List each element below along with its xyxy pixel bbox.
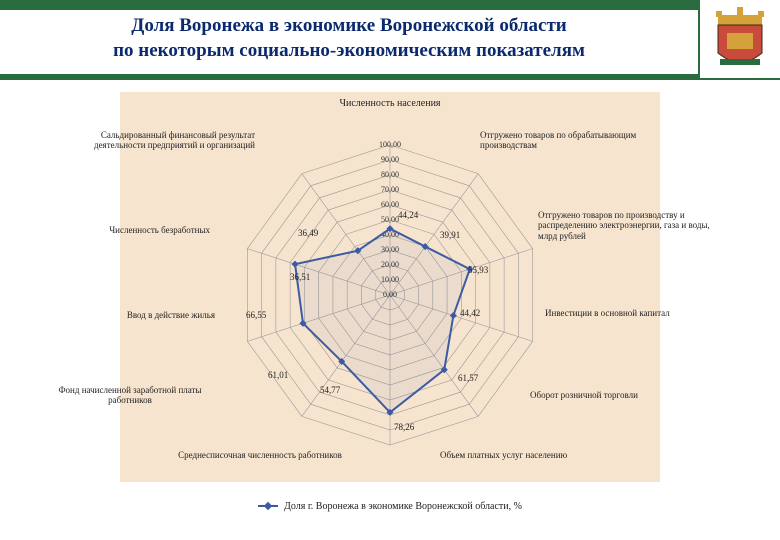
value-label: 61,57 (458, 373, 498, 383)
legend: Доля г. Воронежа в экономике Воронежской… (0, 501, 780, 513)
header-title-box: Доля Воронежа в экономике Воронежской об… (0, 0, 698, 78)
header-green-strip-top (0, 0, 698, 10)
value-label: 36,49 (298, 228, 338, 238)
value-label: 55,93 (468, 265, 508, 275)
axis-label: Оборот розничной торговли (530, 390, 700, 400)
svg-text:70,00: 70,00 (381, 185, 399, 194)
svg-text:100,00: 100,00 (379, 140, 401, 149)
chart-area: 0,0010,0020,0030,0040,0050,0060,0070,008… (0, 80, 780, 520)
value-label: 44,42 (460, 308, 500, 318)
axis-label: Отгружено товаров по обрабатывающим прои… (480, 130, 650, 151)
svg-text:60,00: 60,00 (381, 200, 399, 209)
value-label: 54,77 (320, 385, 360, 395)
axis-label: Сальдированный финансовый результат деят… (55, 130, 255, 151)
header: Доля Воронежа в экономике Воронежской об… (0, 0, 780, 80)
axis-label: Фонд начисленной заработной платы работн… (40, 385, 220, 406)
legend-marker (258, 501, 278, 511)
axis-label: Инвестиции в основной капитал (545, 308, 715, 318)
legend-text: Доля г. Воронежа в экономике Воронежской… (284, 501, 522, 513)
value-label: 61,01 (268, 370, 308, 380)
axis-label: Объем платных услуг населению (440, 450, 640, 460)
axis-label: Ввод в действие жилья (85, 310, 215, 320)
value-label: 36,51 (290, 272, 330, 282)
value-label: 39,91 (440, 230, 480, 240)
title-line-2: по некоторым социально-экономическим пок… (12, 39, 686, 64)
axis-label: Численность безработных (70, 225, 210, 235)
value-label: 44,24 (398, 210, 438, 220)
city-crest-icon (712, 7, 768, 71)
crest-box (698, 0, 780, 78)
axis-label: Среднесписочная численность работников (170, 450, 350, 460)
value-label: 66,55 (246, 310, 286, 320)
axis-label: Отгружено товаров по производству и расп… (538, 210, 728, 241)
svg-text:90,00: 90,00 (381, 155, 399, 164)
value-label: 78,26 (394, 422, 434, 432)
title-line-1: Доля Воронежа в экономике Воронежской об… (12, 14, 686, 39)
svg-text:80,00: 80,00 (381, 170, 399, 179)
svg-text:50,00: 50,00 (381, 215, 399, 224)
header-green-strip-bottom (0, 74, 698, 78)
axis-label: Численность населения (310, 98, 470, 110)
